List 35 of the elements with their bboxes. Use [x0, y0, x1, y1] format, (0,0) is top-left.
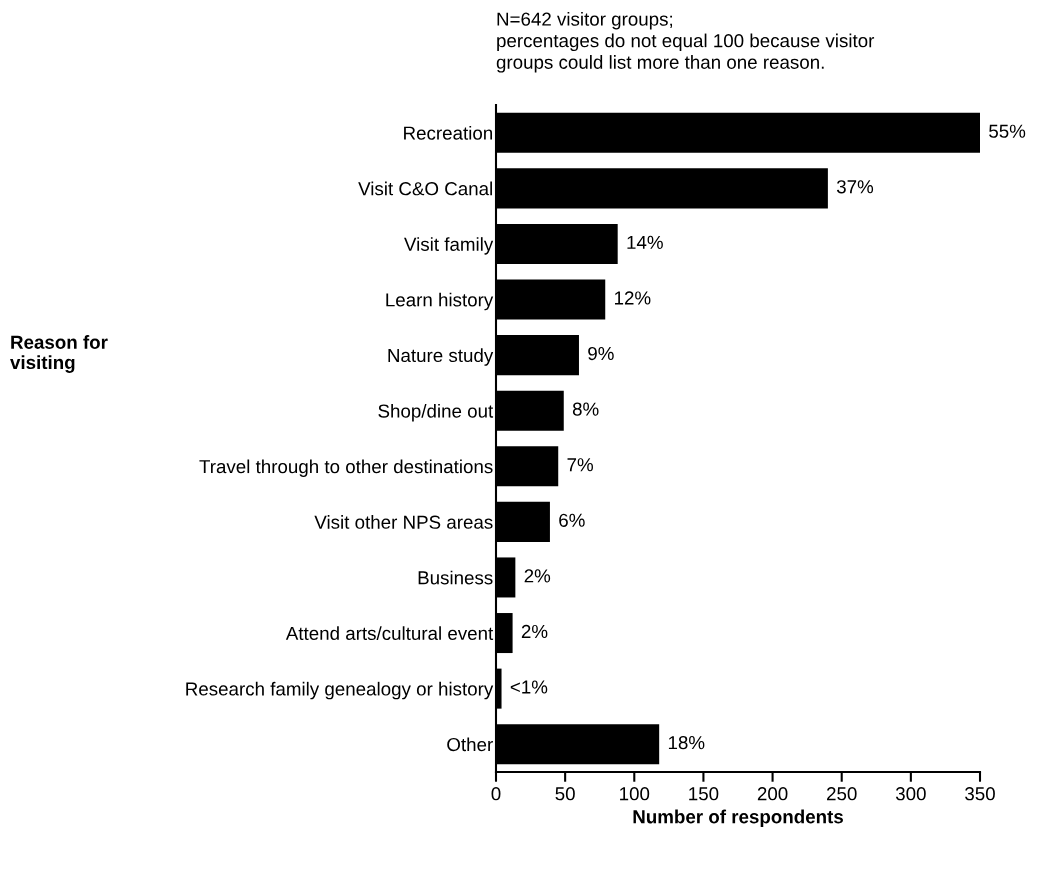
annotation: 37%	[836, 180, 874, 194]
annotation: 2%	[521, 624, 548, 638]
text: N=642 visitor groups; percentages do not equal 100 because visitor groups could list more than one reason.	[496, 12, 875, 73]
x-tick-label: 100	[620, 787, 650, 801]
y-tick-label: Visit C&O Canal	[358, 181, 492, 196]
x-tick-label: 250	[827, 787, 857, 801]
y-tick-label: Attend arts/cultural event	[285, 626, 494, 641]
annotation: 14%	[627, 235, 663, 249]
x-tick-label: 300	[895, 787, 926, 801]
x-axis-title: Number of respondents	[633, 809, 843, 828]
y-axis-title: Reason for visiting	[10, 335, 108, 373]
annotation: 9%	[588, 346, 614, 361]
x-tick-label: 150	[689, 787, 719, 801]
y-tick-label: Research family genealogy or history	[186, 681, 494, 700]
y-tick-label: Learn history	[386, 292, 494, 311]
y-tick-label: Recreation	[404, 126, 493, 140]
annotation: 7%	[567, 458, 593, 472]
annotation: <1%	[510, 680, 548, 694]
annotation: 6%	[559, 513, 585, 527]
y-tick-label: Visit other NPS areas	[314, 515, 493, 529]
annotation: 55%	[989, 124, 1026, 138]
y-tick-label: Business	[418, 570, 493, 585]
x-tick-label: 350	[965, 787, 995, 801]
y-tick-label: Visit family	[404, 237, 494, 255]
x-tick-label: 200	[757, 787, 788, 801]
y-tick-label: Other	[447, 737, 493, 752]
y-tick-label: Nature study	[388, 348, 494, 366]
y-tick-label: Shop/dine out	[378, 403, 494, 422]
annotation: 18%	[668, 735, 705, 750]
y-tick-label: Travel through to other destinations	[199, 459, 493, 477]
annotation: 2%	[524, 569, 551, 583]
annotation: 8%	[572, 402, 599, 416]
annotation: 12%	[615, 291, 651, 305]
x-tick-label: 50	[555, 787, 575, 801]
x-tick-label: 0	[491, 787, 501, 801]
